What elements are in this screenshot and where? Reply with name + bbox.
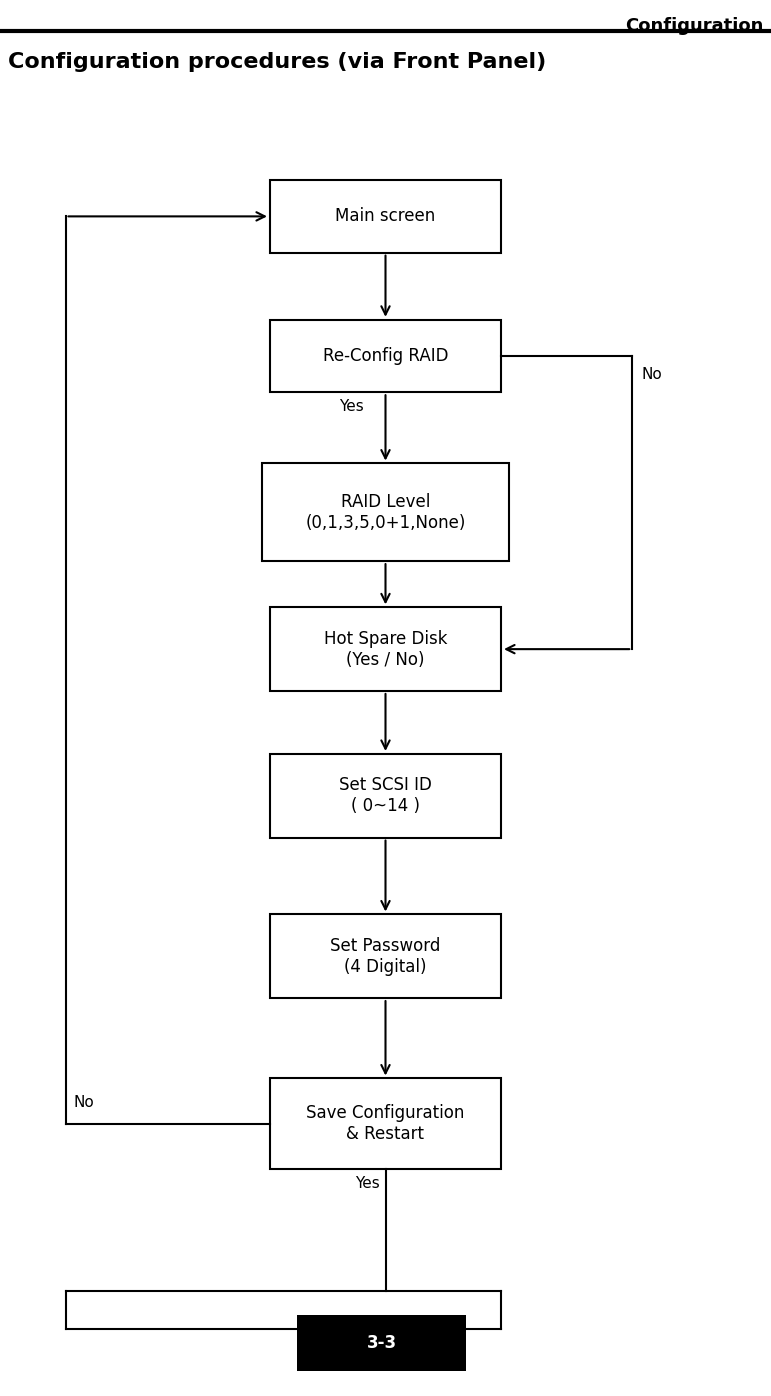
Text: Re-Config RAID: Re-Config RAID [323, 348, 448, 364]
FancyBboxPatch shape [270, 1078, 501, 1170]
FancyBboxPatch shape [270, 320, 501, 392]
Text: Set Password
(4 Digital): Set Password (4 Digital) [330, 937, 441, 976]
Text: No: No [641, 367, 662, 383]
Text: Set SCSI ID
( 0~14 ): Set SCSI ID ( 0~14 ) [339, 776, 432, 815]
Text: Main screen: Main screen [335, 208, 436, 225]
FancyBboxPatch shape [297, 1315, 466, 1371]
FancyBboxPatch shape [270, 754, 501, 838]
Text: Configuration: Configuration [625, 17, 763, 35]
Text: Configuration procedures (via Front Panel): Configuration procedures (via Front Pane… [8, 52, 546, 71]
Text: 3-3: 3-3 [366, 1335, 397, 1351]
FancyBboxPatch shape [270, 180, 501, 253]
Text: RAID Level
(0,1,3,5,0+1,None): RAID Level (0,1,3,5,0+1,None) [305, 493, 466, 532]
FancyBboxPatch shape [270, 914, 501, 998]
Text: Hot Spare Disk
(Yes / No): Hot Spare Disk (Yes / No) [324, 630, 447, 669]
Text: Save Configuration
& Restart: Save Configuration & Restart [306, 1104, 465, 1143]
FancyBboxPatch shape [270, 607, 501, 691]
Text: No: No [73, 1094, 94, 1110]
FancyBboxPatch shape [262, 463, 509, 561]
Text: Yes: Yes [339, 399, 364, 415]
Text: Yes: Yes [355, 1175, 379, 1191]
